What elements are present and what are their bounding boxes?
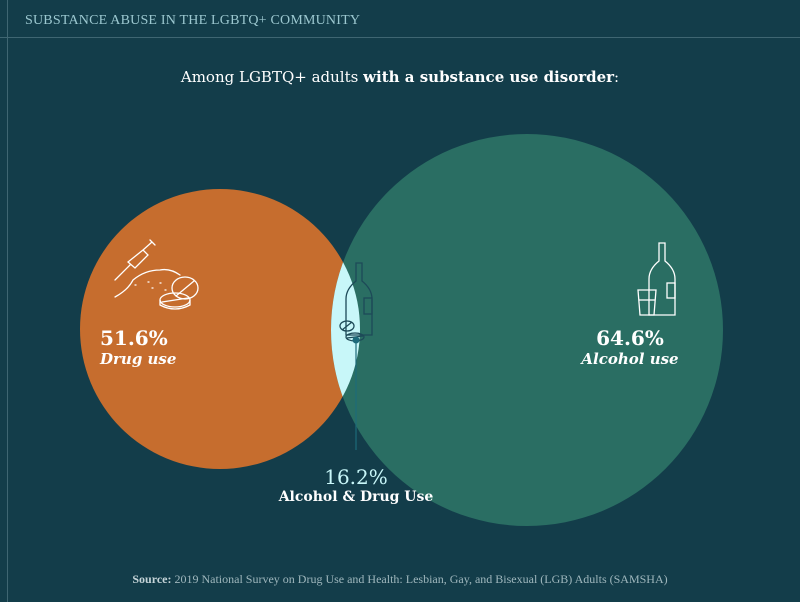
subtitle-suffix: : (614, 68, 620, 86)
header-title: SUBSTANCE ABUSE IN THE LGBTQ+ COMMUNITY (25, 13, 361, 28)
subtitle-prefix: Among LGBTQ+ adults (180, 68, 364, 86)
frame-vertical-line (7, 0, 8, 602)
drug-use-name: Drug use (100, 350, 177, 368)
intersection-name: Alcohol & Drug Use (278, 489, 434, 505)
source-note: Source: 2019 National Survey on Drug Use… (0, 572, 800, 587)
alcohol-use-label: 64.6% Alcohol use (560, 326, 700, 368)
drug-use-value: 51.6% (100, 326, 168, 350)
subtitle: Among LGBTQ+ adults with a substance use… (0, 68, 800, 86)
bottle-glass-icon (637, 242, 676, 316)
alcohol-use-name: Alcohol use (581, 350, 679, 368)
alcohol-use-value: 64.6% (596, 326, 664, 350)
intersection-label: 16.2% Alcohol & Drug Use (256, 465, 456, 505)
intersection-pointer-dot (352, 336, 360, 344)
drug-use-circle (80, 189, 360, 469)
source-label: Source: (132, 572, 172, 586)
intersection-value: 16.2% (324, 465, 388, 489)
frame-horizontal-line (0, 37, 800, 38)
source-text: 2019 National Survey on Drug Use and Hea… (171, 572, 668, 586)
alcohol-use-circle (331, 134, 723, 526)
subtitle-bold: with a substance use disorder (363, 68, 615, 86)
drug-use-label: 51.6% Drug use (100, 326, 176, 368)
syringe-pills-icon (114, 239, 199, 310)
